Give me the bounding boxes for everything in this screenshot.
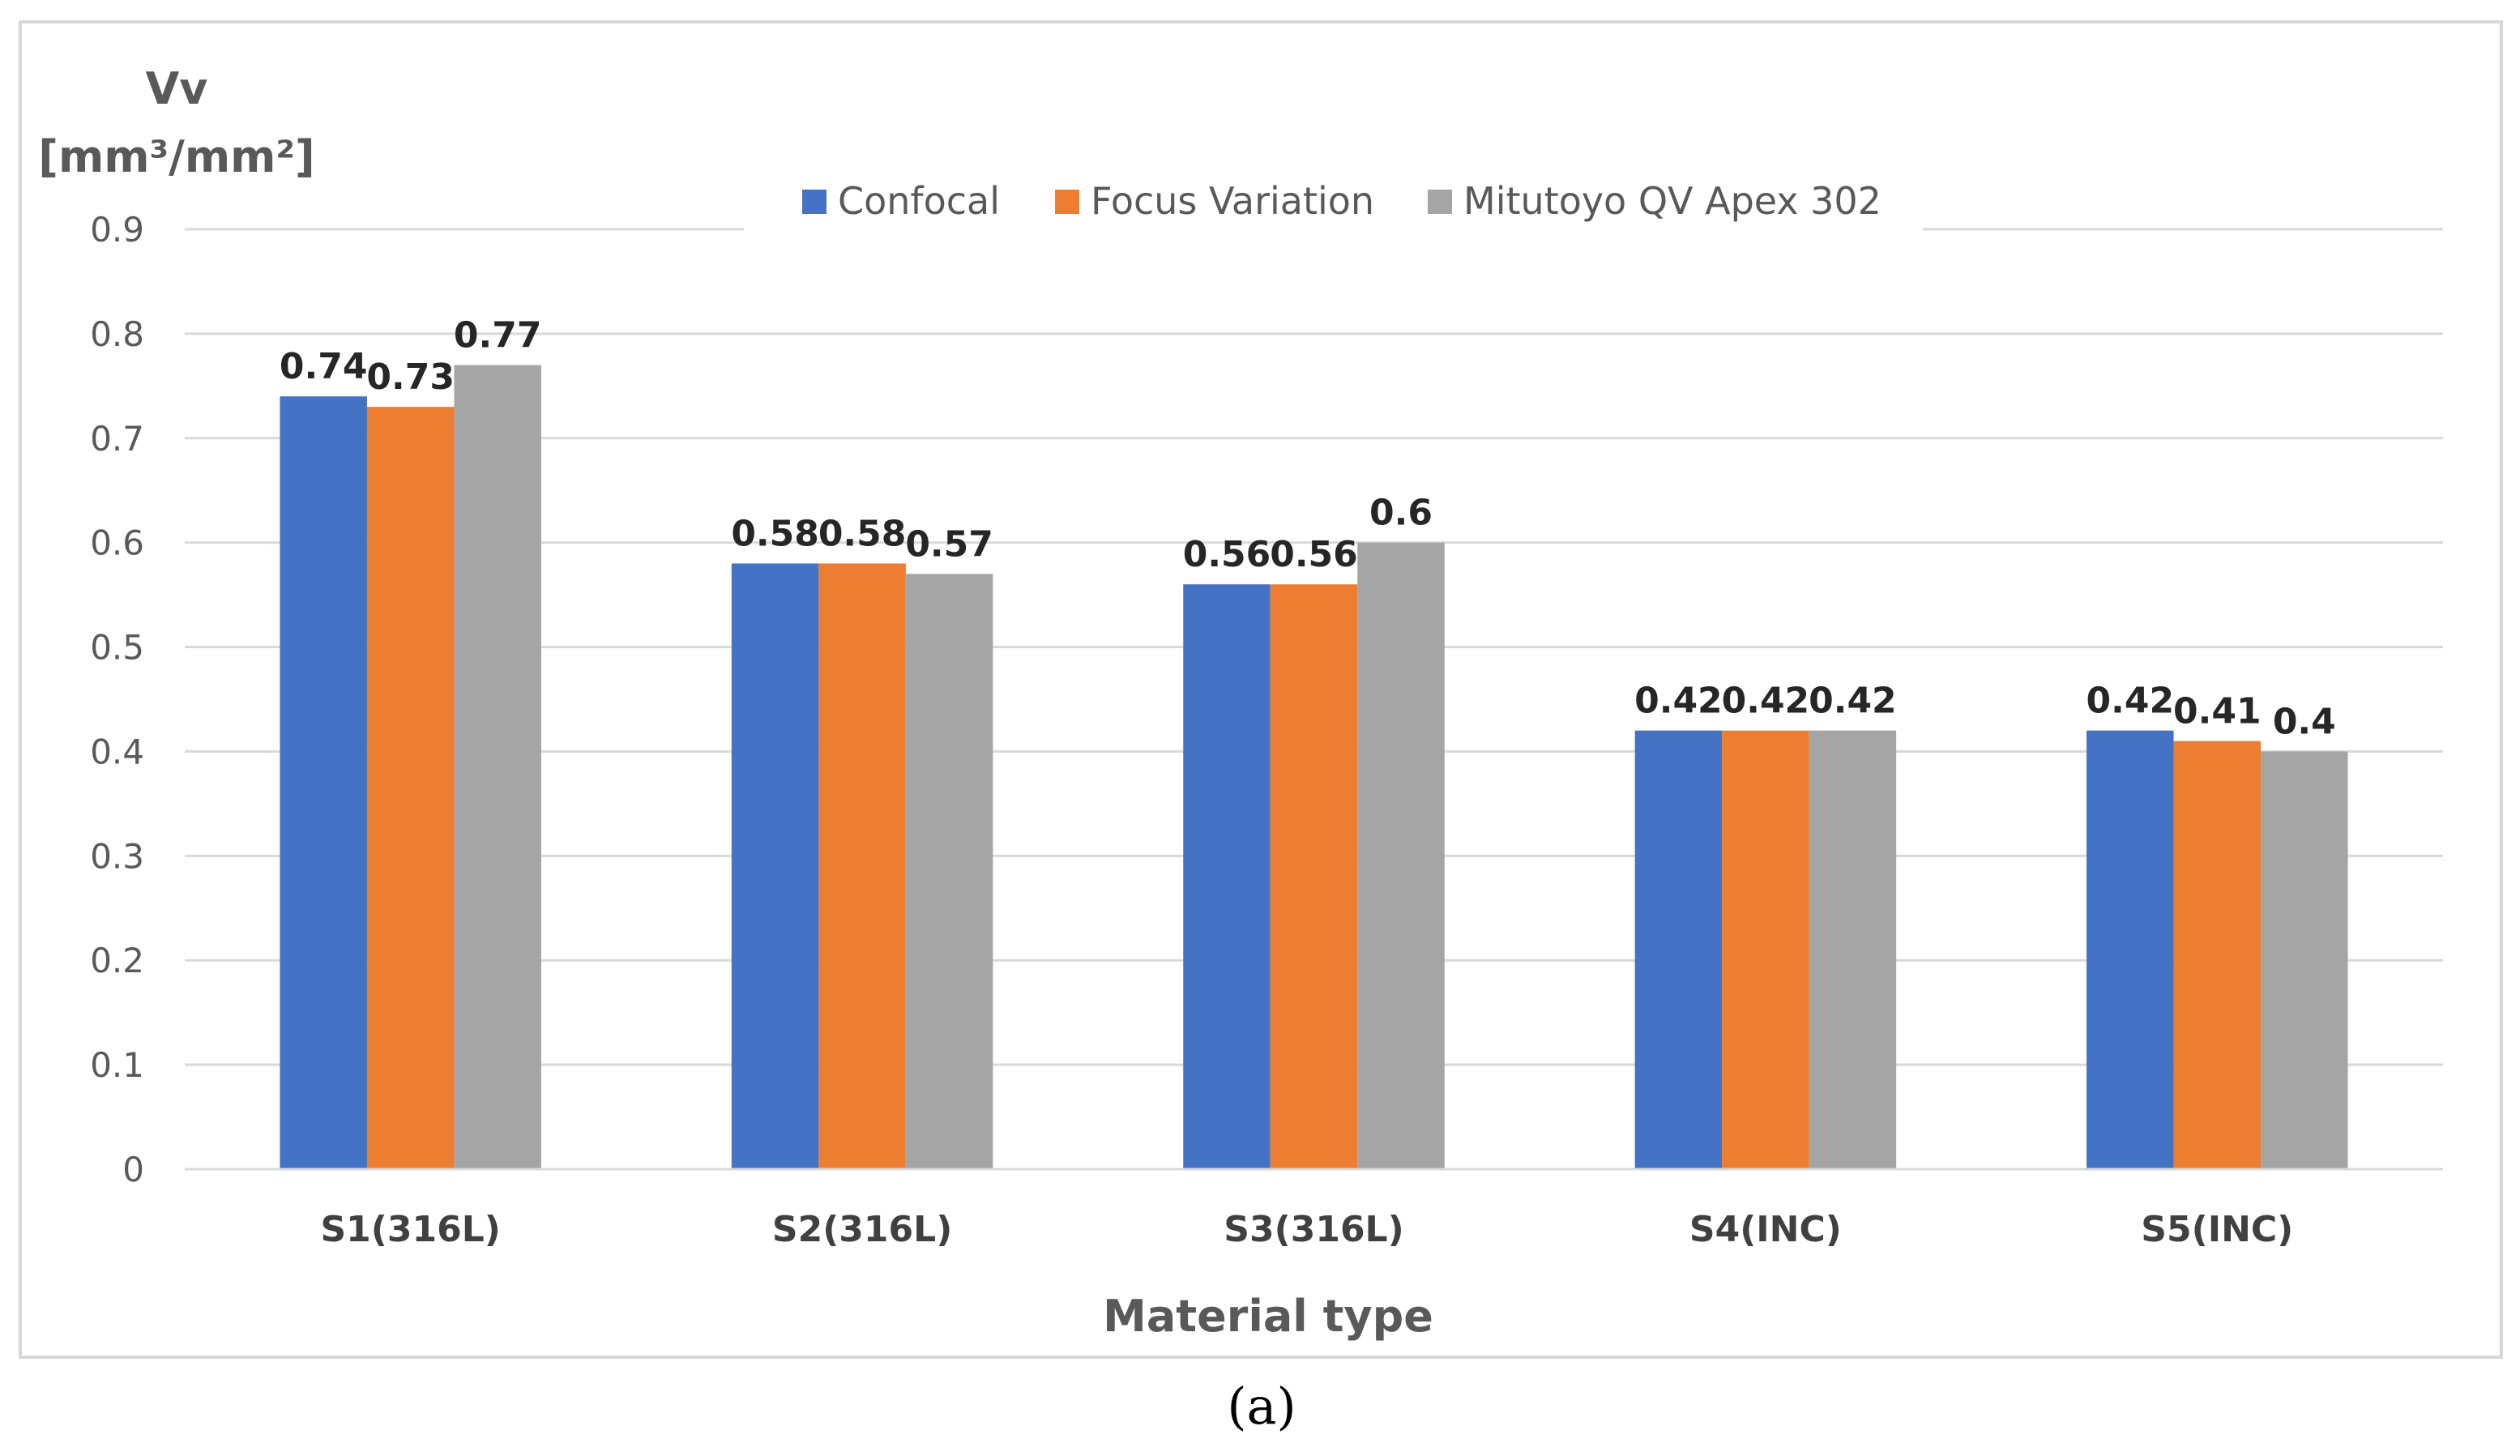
data-label: 0.74 bbox=[280, 346, 368, 387]
legend-label: Focus Variation bbox=[1091, 179, 1374, 223]
data-label: 0.4 bbox=[2273, 701, 2336, 742]
bar bbox=[1722, 730, 1809, 1169]
data-label: 0.58 bbox=[731, 513, 819, 554]
y-tick-label: 0.4 bbox=[90, 732, 144, 771]
y-tick-label: 0.6 bbox=[90, 523, 144, 563]
data-label: 0.56 bbox=[1183, 534, 1271, 575]
bar bbox=[366, 407, 455, 1170]
y-tick-label: 0.5 bbox=[90, 628, 144, 668]
y-tick-label: 0.9 bbox=[90, 210, 144, 250]
bar bbox=[1183, 584, 1271, 1169]
x-tick-label: S4(INC) bbox=[1689, 1209, 1842, 1250]
legend-swatch bbox=[1428, 190, 1452, 214]
bar bbox=[2261, 751, 2348, 1169]
y-tick-label: 0.2 bbox=[90, 941, 144, 980]
data-label: 0.73 bbox=[366, 357, 455, 398]
bar bbox=[1357, 542, 1445, 1169]
data-label: 0.6 bbox=[1369, 493, 1433, 534]
y-tick-label: 0.8 bbox=[90, 314, 144, 354]
legend-swatch bbox=[1055, 190, 1079, 214]
x-tick-label: S1(316L) bbox=[320, 1209, 500, 1250]
data-label: 0.56 bbox=[1270, 534, 1358, 575]
legend-label: Mitutoyo QV Apex 302 bbox=[1463, 179, 1881, 223]
x-axis-title: Material type bbox=[1103, 1291, 1433, 1342]
y-tick-label: 0.7 bbox=[90, 419, 144, 459]
bar bbox=[1270, 584, 1358, 1169]
data-labels: 0.740.730.770.580.580.57 0.560.560.60.420… bbox=[280, 315, 2336, 743]
y-axis-ticks: 0 0.1 0.2 0.3 0.4 0.5 0.6 0.7 0.8 0.9 bbox=[90, 210, 144, 1189]
bar bbox=[2086, 730, 2174, 1169]
data-label: 0.57 bbox=[905, 523, 993, 565]
y-axis-title-line2: [mm³/mm²] bbox=[38, 131, 314, 182]
data-label: 0.42 bbox=[1634, 681, 1723, 722]
y-tick-label: 0 bbox=[122, 1150, 144, 1189]
data-label: 0.42 bbox=[1722, 681, 1810, 722]
bar bbox=[905, 574, 993, 1169]
bars bbox=[280, 365, 2348, 1170]
bar bbox=[1634, 730, 1723, 1169]
x-tick-label: S5(INC) bbox=[2141, 1209, 2293, 1250]
legend-swatch bbox=[802, 190, 826, 214]
legend-background bbox=[744, 166, 1923, 239]
bar bbox=[818, 563, 906, 1169]
x-tick-label: S2(316L) bbox=[772, 1209, 952, 1250]
bar bbox=[2173, 741, 2262, 1169]
y-tick-label: 0.1 bbox=[90, 1045, 144, 1085]
data-label: 0.58 bbox=[818, 513, 907, 554]
legend: Confocal Focus Variation Mitutoyo QV Apex … bbox=[744, 166, 1923, 239]
data-label: 0.77 bbox=[454, 315, 542, 357]
x-axis-categories: S1(316L) S2(316L) S3(316L) S4(INC) S5(INC) bbox=[320, 1209, 2293, 1250]
bar bbox=[280, 396, 367, 1169]
data-label: 0.41 bbox=[2173, 691, 2262, 732]
legend-label: Confocal bbox=[838, 179, 1000, 223]
y-tick-label: 0.3 bbox=[90, 836, 144, 876]
x-tick-label: S3(316L) bbox=[1224, 1209, 1403, 1250]
bar bbox=[731, 563, 819, 1169]
figure-caption: (a) bbox=[1227, 1377, 1296, 1436]
data-label: 0.42 bbox=[1809, 681, 1897, 722]
bar bbox=[454, 365, 541, 1169]
y-axis-title-line1: Vv bbox=[146, 63, 208, 114]
bar bbox=[1809, 730, 1897, 1169]
data-label: 0.42 bbox=[2086, 681, 2175, 722]
